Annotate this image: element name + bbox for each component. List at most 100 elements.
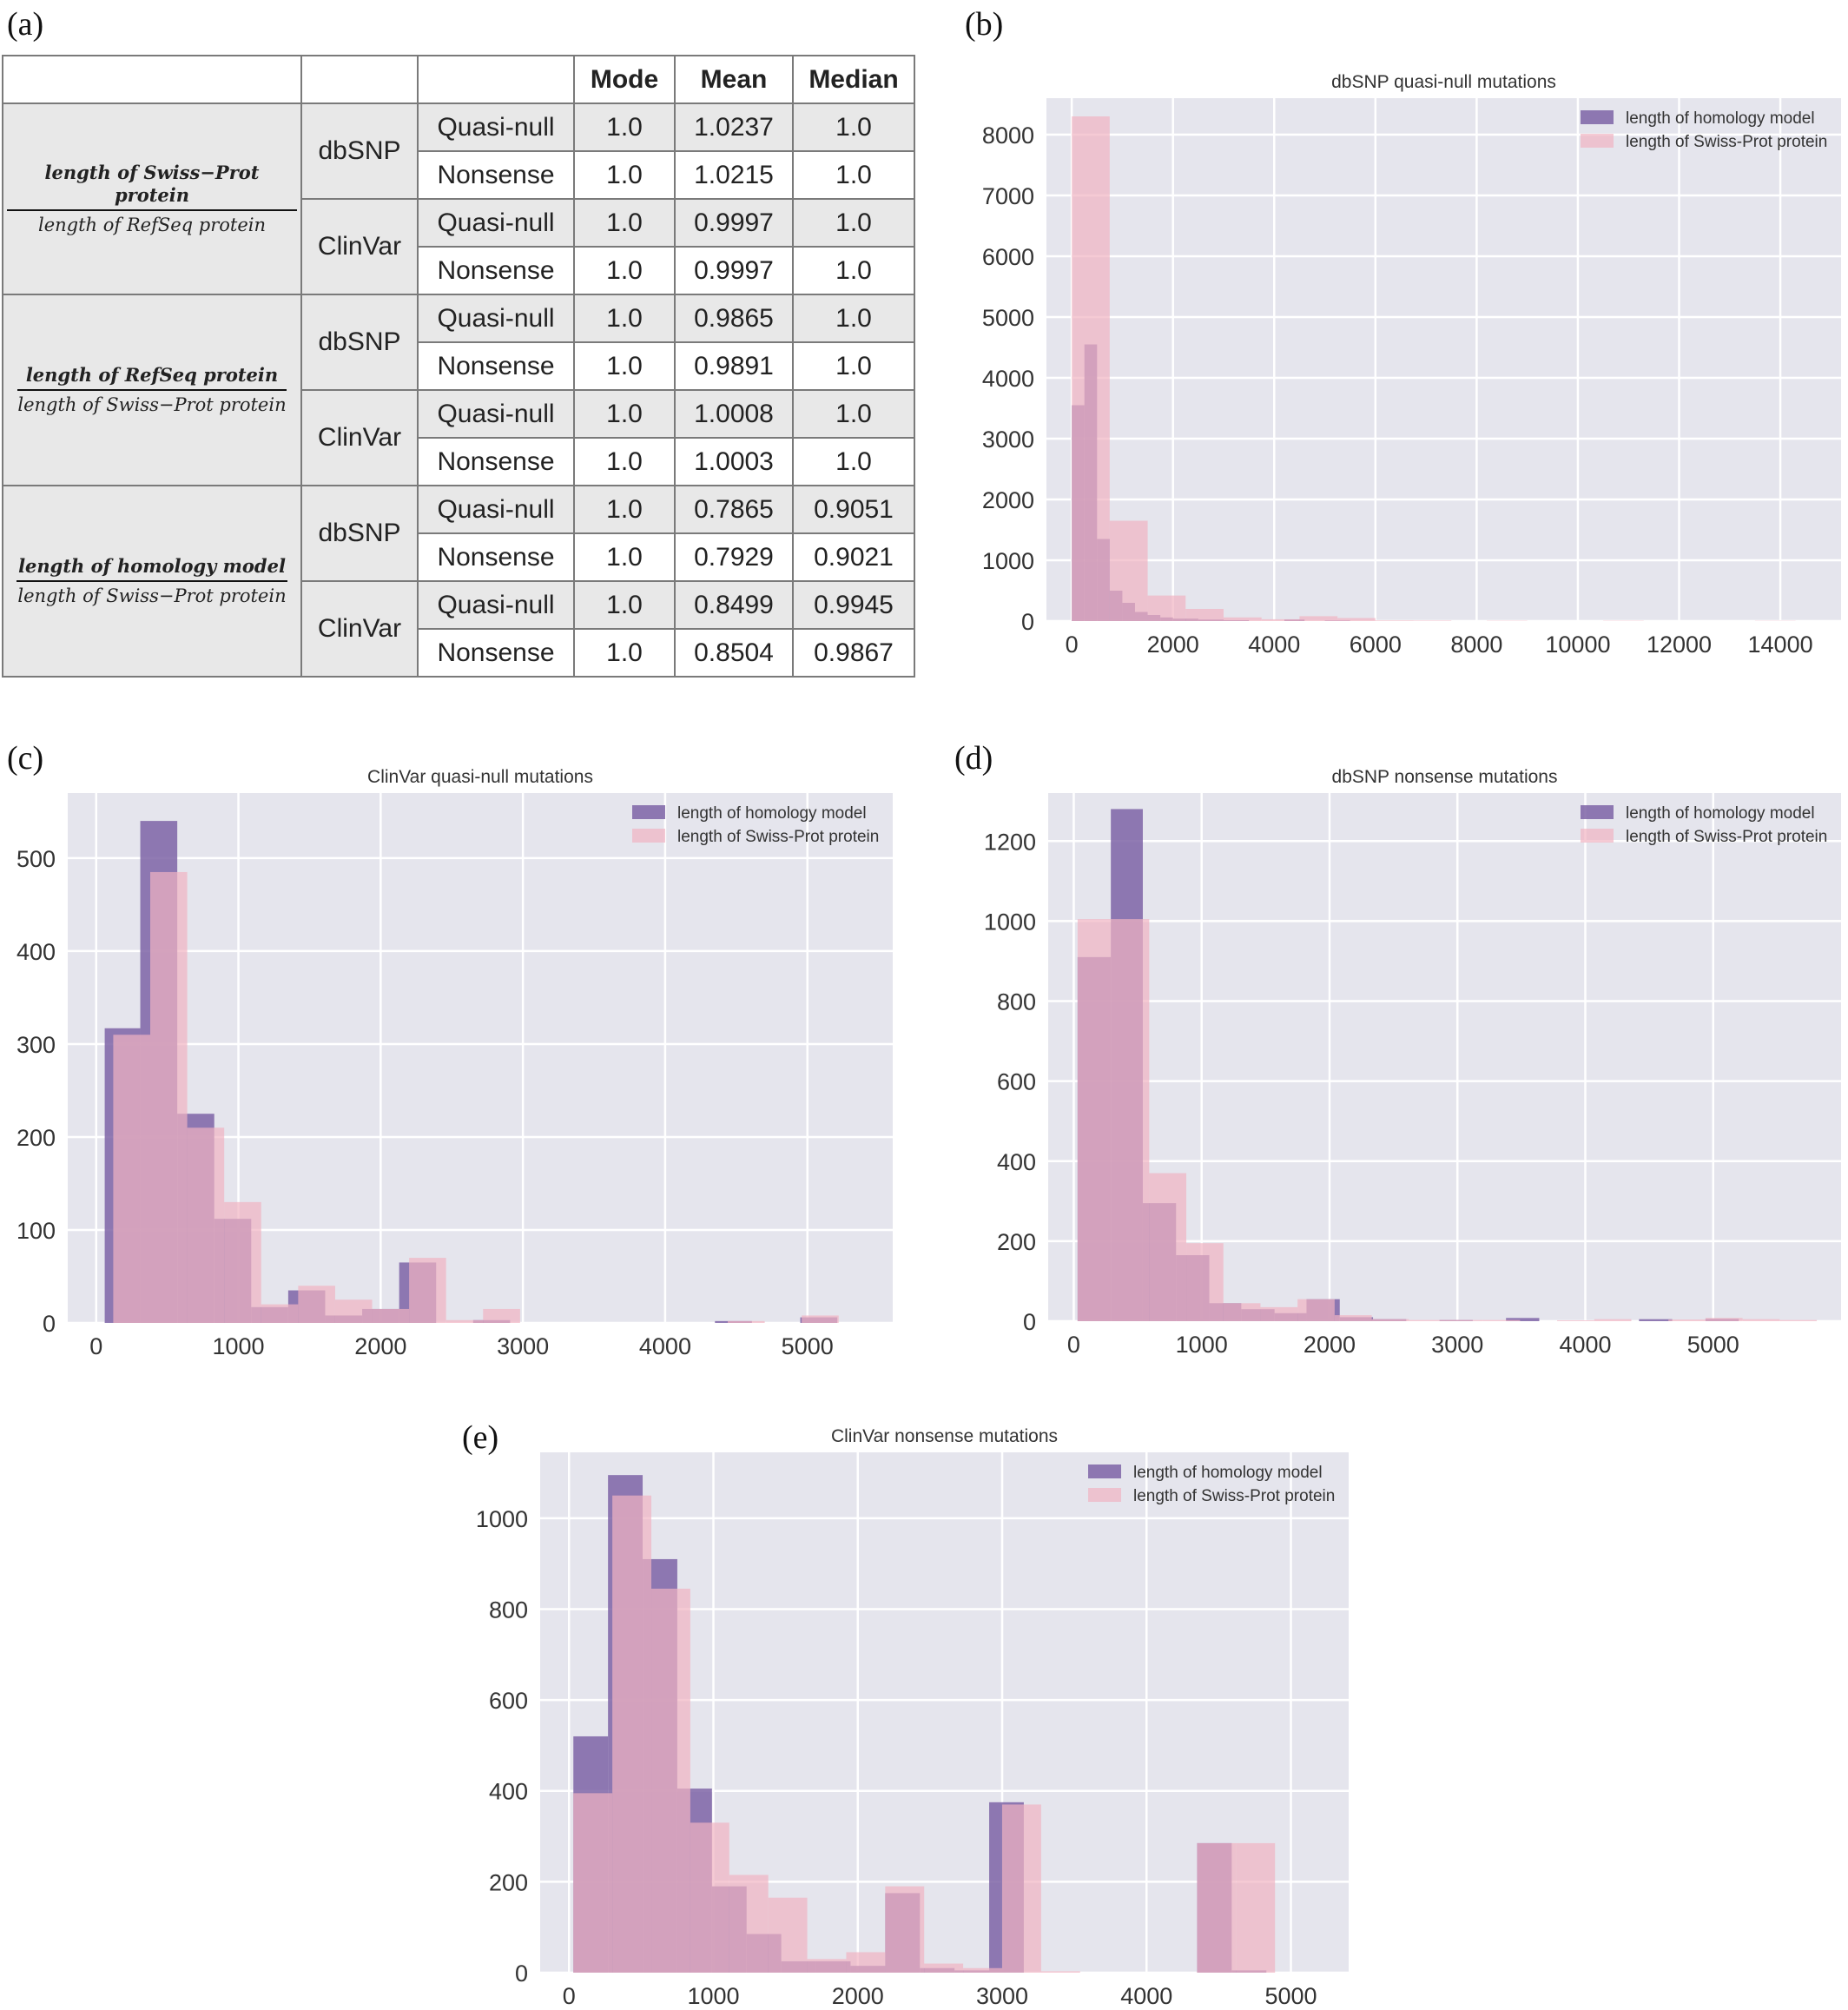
y-tick-label: 600 bbox=[489, 1688, 528, 1714]
bar-swiss-prot bbox=[1186, 1243, 1224, 1321]
x-tick-label: 2000 bbox=[832, 1983, 884, 2009]
legend-label-homology-model: length of homology model bbox=[1626, 804, 1815, 823]
x-tick-label: 4000 bbox=[1120, 1983, 1172, 2009]
table-row: Nonsense 1.0 0.9997 1.0 bbox=[3, 246, 915, 295]
mode-cell: 1.0 bbox=[573, 532, 676, 582]
x-tick-label: 10000 bbox=[1545, 631, 1610, 658]
mean-cell: 1.0215 bbox=[674, 150, 794, 200]
bar-swiss-prot bbox=[924, 1963, 964, 1973]
source-cell: ClinVar bbox=[300, 580, 419, 678]
median-cell: 0.9867 bbox=[792, 628, 915, 678]
bar-swiss-prot bbox=[1260, 1306, 1298, 1321]
bar-swiss-prot bbox=[1147, 595, 1186, 621]
table-row: ClinVar Quasi-null 1.0 1.0008 1.0 bbox=[3, 389, 915, 486]
bar-swiss-prot bbox=[1482, 1319, 1521, 1321]
chart-clinvar-nonsense: 0 1000 2000 3000 4000 5000 0 200 400 600 800 1000 Cl… bbox=[476, 1426, 1349, 2009]
bar-swiss-prot bbox=[261, 1304, 299, 1323]
legend-swatch-swiss-prot bbox=[632, 829, 665, 843]
y-tick-label: 800 bbox=[489, 1597, 528, 1623]
mean-cell: 1.0003 bbox=[674, 437, 794, 486]
y-tick-label: 300 bbox=[16, 1032, 56, 1058]
legend-label-swiss-prot: length of Swiss-Prot protein bbox=[677, 828, 879, 846]
bar-swiss-prot bbox=[1413, 620, 1452, 621]
median-cell: 1.0 bbox=[792, 246, 915, 295]
x-tick-label: 4000 bbox=[1248, 631, 1300, 658]
source-cell: dbSNP bbox=[300, 485, 419, 582]
mutation-type-cell: Nonsense bbox=[417, 532, 575, 582]
bar-swiss-prot bbox=[1337, 618, 1376, 621]
legend-swatch-homology-model bbox=[1088, 1465, 1121, 1478]
legend-label-swiss-prot: length of Swiss-Prot protein bbox=[1133, 1487, 1335, 1505]
x-tick-label: 1000 bbox=[213, 1333, 265, 1359]
y-tick-label: 0 bbox=[515, 1960, 528, 1987]
table-row: Nonsense 1.0 0.7929 0.9021 bbox=[3, 532, 915, 582]
table-header-mean: Mean bbox=[674, 55, 794, 104]
ratio-denominator: length of RefSeq protein bbox=[37, 215, 267, 236]
legend-swatch-homology-model bbox=[1581, 805, 1614, 819]
plot-area bbox=[1046, 98, 1841, 621]
bar-swiss-prot bbox=[1149, 1173, 1187, 1321]
y-tick-label: 500 bbox=[16, 846, 56, 872]
bar-swiss-prot bbox=[846, 1952, 886, 1973]
table-row: length of RefSeq protein length of Swiss−… bbox=[2, 294, 915, 486]
ratio-cell: length of Swiss−Prot protein length of Re… bbox=[2, 102, 302, 295]
x-tick-label: 3000 bbox=[497, 1333, 549, 1359]
table-row: length of Swiss−Prot protein length of Re… bbox=[2, 102, 915, 295]
y-tick-label: 0 bbox=[1023, 1309, 1036, 1335]
x-tick-label: 4000 bbox=[639, 1333, 691, 1359]
mutation-type-cell: Nonsense bbox=[417, 628, 575, 678]
panel-label-b: (b) bbox=[965, 6, 1004, 43]
y-tick-label: 0 bbox=[43, 1311, 56, 1337]
x-tick-label: 0 bbox=[1067, 1332, 1080, 1358]
x-tick-label: 0 bbox=[563, 1983, 576, 2009]
median-cell: 1.0 bbox=[792, 150, 915, 200]
bar-swiss-prot bbox=[372, 1308, 410, 1323]
x-tick-label: 2000 bbox=[1304, 1332, 1356, 1358]
source-cell: dbSNP bbox=[300, 102, 419, 200]
bar-swiss-prot bbox=[768, 1897, 808, 1973]
mean-cell: 0.9997 bbox=[674, 198, 794, 248]
mean-cell: 0.9891 bbox=[674, 341, 794, 391]
ratio-fraction: length of homology model length of Swiss−… bbox=[16, 555, 287, 608]
mutation-type-cell: Quasi-null bbox=[417, 580, 575, 630]
mean-cell: 0.8504 bbox=[674, 628, 794, 678]
ratio-denominator: length of Swiss−Prot protein bbox=[17, 585, 287, 606]
mode-cell: 1.0 bbox=[573, 198, 676, 248]
bar-swiss-prot bbox=[1261, 618, 1300, 621]
bar-swiss-prot bbox=[729, 1874, 769, 1973]
bar-swiss-prot bbox=[807, 1959, 847, 1973]
mode-cell: 1.0 bbox=[573, 150, 676, 200]
bar-swiss-prot bbox=[483, 1308, 520, 1323]
x-tick-label: 4000 bbox=[1559, 1332, 1611, 1358]
table-header-blank bbox=[417, 55, 575, 104]
chart-clinvar-quasi-null: 0 1000 2000 3000 4000 5000 0 100 200 300 400 500 Cli… bbox=[16, 767, 893, 1359]
mutation-type-cell: Nonsense bbox=[417, 150, 575, 200]
x-tick-label: 12000 bbox=[1647, 631, 1712, 658]
table-row: length of homology model length of Swiss−… bbox=[2, 485, 915, 678]
y-tick-label: 3000 bbox=[982, 426, 1034, 453]
ratio-numerator: length of Swiss−Prot protein bbox=[7, 162, 297, 212]
bar-homology-model bbox=[1639, 1319, 1673, 1321]
table-header-mode: Mode bbox=[573, 55, 676, 104]
source-cell: dbSNP bbox=[300, 294, 419, 391]
bar-swiss-prot bbox=[612, 1495, 652, 1973]
mutation-type-cell: Quasi-null bbox=[417, 102, 575, 152]
bar-swiss-prot bbox=[963, 1967, 1002, 1973]
legend-swatch-homology-model bbox=[632, 805, 665, 819]
mean-cell: 1.0008 bbox=[674, 389, 794, 439]
summary-table: Mode Mean Median length of Swiss−Prot prote… bbox=[2, 55, 915, 678]
table-header-row: Mode Mean Median bbox=[2, 55, 915, 104]
bar-swiss-prot bbox=[1557, 1320, 1594, 1321]
y-tick-label: 7000 bbox=[982, 183, 1034, 209]
source-cell: ClinVar bbox=[300, 389, 419, 486]
bar-swiss-prot bbox=[1040, 1971, 1080, 1973]
legend-label-swiss-prot: length of Swiss-Prot protein bbox=[1626, 828, 1827, 846]
mutation-type-cell: Quasi-null bbox=[417, 389, 575, 439]
bar-swiss-prot bbox=[113, 1035, 150, 1323]
x-tick-label: 6000 bbox=[1350, 631, 1402, 658]
bar-swiss-prot bbox=[150, 871, 188, 1323]
bar-swiss-prot bbox=[690, 1822, 729, 1973]
mode-cell: 1.0 bbox=[573, 341, 676, 391]
bar-swiss-prot bbox=[1109, 520, 1148, 621]
bar-swiss-prot bbox=[1594, 1319, 1632, 1321]
